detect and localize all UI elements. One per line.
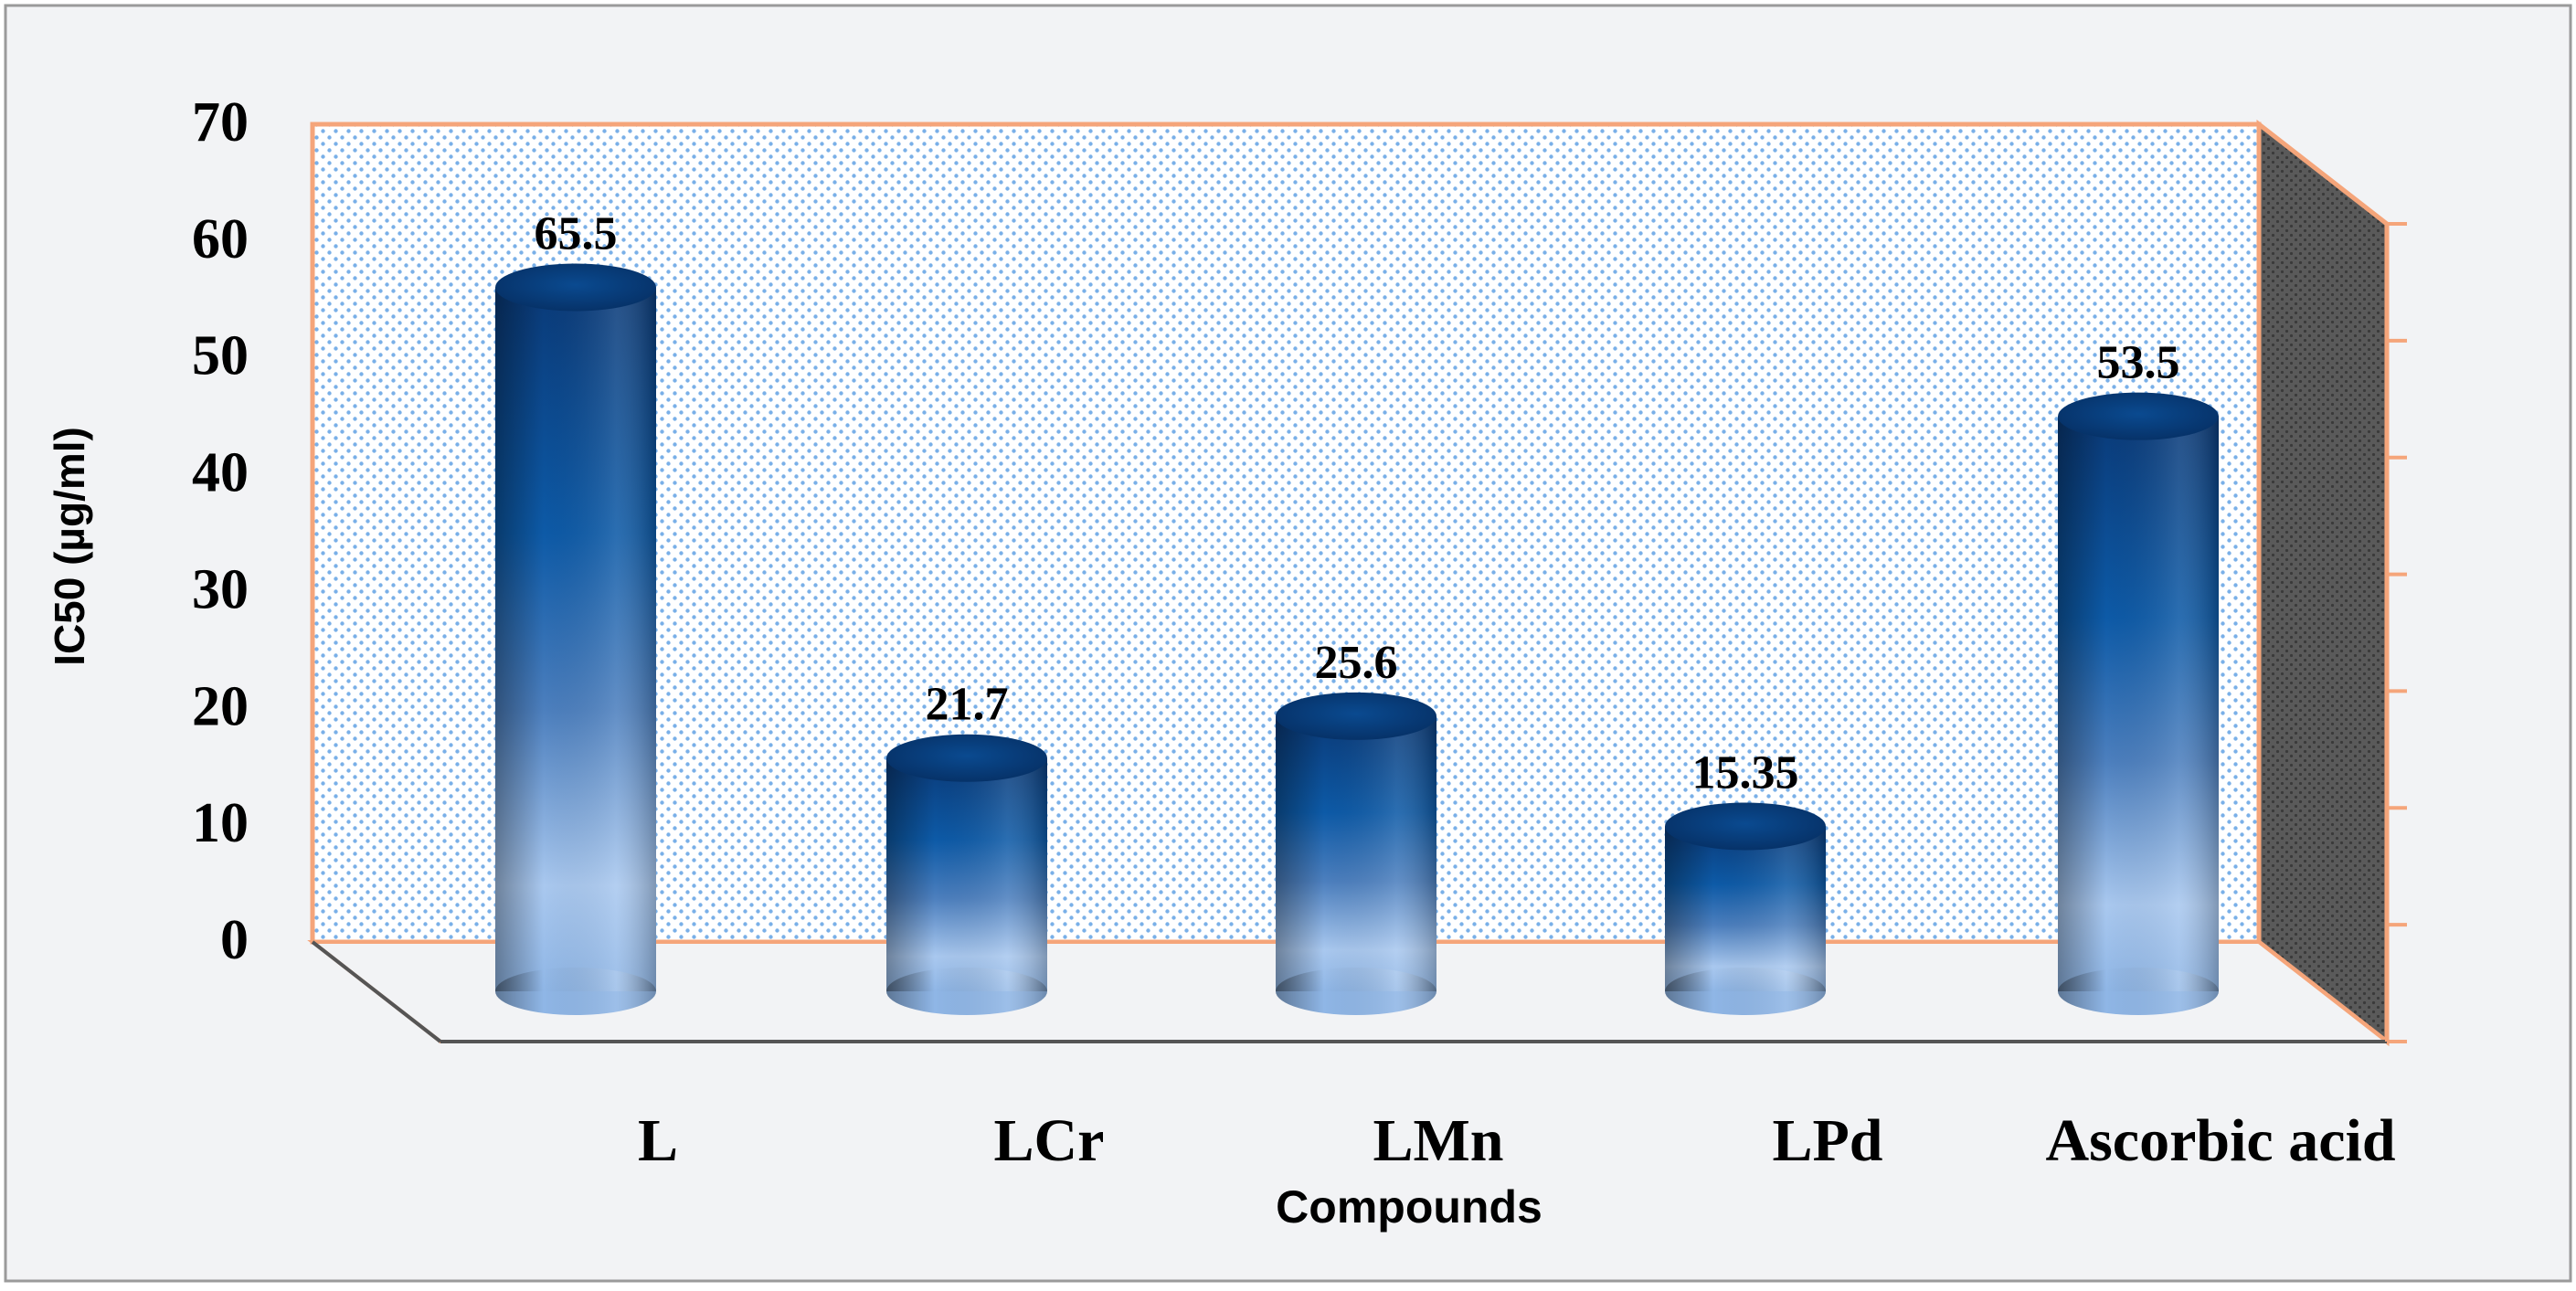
y-tick-label: 30: [192, 558, 249, 620]
y-tick-label: 60: [192, 208, 249, 270]
y-tick-label: 70: [192, 91, 249, 153]
x-tick-label: Ascorbic acid: [2045, 1107, 2395, 1174]
data-label: 25.6: [1315, 637, 1398, 689]
y-axis-ticks: 0 10 20 30 40 50 60 70: [192, 91, 249, 971]
y-tick-label: 20: [192, 675, 249, 737]
floor-left-edge: [311, 940, 442, 1043]
bar: [495, 263, 656, 1015]
data-label: 15.35: [1692, 746, 1799, 799]
side-wall: [2256, 119, 2390, 1047]
y-axis-label: IC50 (µg/ml): [46, 427, 93, 666]
x-tick-label: LPd: [1772, 1107, 1882, 1174]
x-axis-label: Compounds: [1276, 1181, 1542, 1233]
bar: [886, 734, 1047, 1015]
x-tick-label: LCr: [994, 1107, 1105, 1174]
bar: [1276, 692, 1436, 1015]
x-tick-label: LMn: [1373, 1107, 1503, 1174]
y-tick-label: 10: [192, 792, 249, 854]
data-label: 53.5: [2097, 337, 2180, 389]
side-wall-ticks: [2387, 222, 2407, 1043]
x-axis-ticks: L LCr LMn LPd Ascorbic acid: [638, 1107, 2396, 1174]
bar: [1665, 802, 1826, 1015]
bars: 65.5 21.7 25.6 15.35 53.5: [495, 208, 2219, 1015]
y-tick-label: 40: [192, 442, 249, 504]
bar: [2058, 392, 2219, 1015]
y-tick-label: 0: [220, 909, 249, 971]
x-tick-label: L: [638, 1107, 678, 1174]
y-tick-label: 50: [192, 325, 249, 387]
data-label: 21.7: [926, 679, 1009, 731]
data-label: 65.5: [535, 208, 618, 260]
